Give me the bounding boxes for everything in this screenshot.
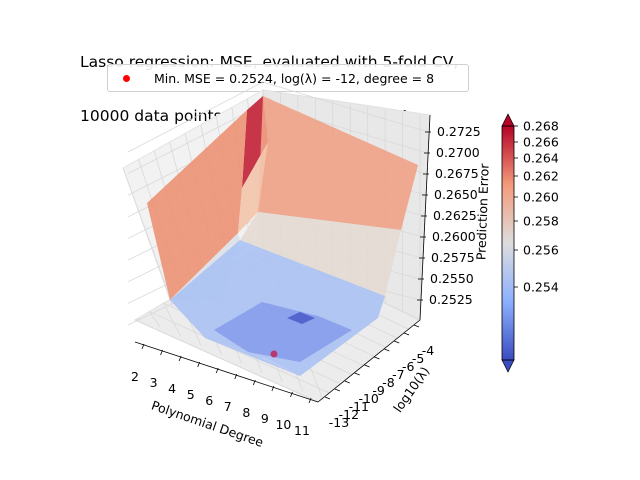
z-tick-label: 0.2600 <box>432 229 476 244</box>
y-tick-mark <box>384 348 390 352</box>
surface-right-salmon <box>258 96 418 230</box>
grid-line-floor-x <box>134 317 141 321</box>
colorbar-tick-label: 0.266 <box>523 135 559 150</box>
z-tick-label: 0.2675 <box>435 166 479 181</box>
y-tick-label: -13 <box>329 415 349 430</box>
colorbar-tick-label: 0.268 <box>523 119 559 134</box>
z-tick-label: 0.2550 <box>430 271 474 286</box>
colorbar-tick-label: 0.262 <box>523 169 559 184</box>
surface-floor-darkblue <box>214 302 352 362</box>
colorbar-tick-label: 0.256 <box>523 243 559 258</box>
y-tick-mark <box>324 396 331 400</box>
x-tick-mark <box>234 373 238 380</box>
x-tick-mark <box>252 379 256 386</box>
min-mse-point <box>270 350 278 358</box>
grid-line-z-right <box>262 81 429 133</box>
y-tick-label: -10 <box>358 391 378 406</box>
z-tick-label: 0.2725 <box>437 124 481 139</box>
y-tick-mark <box>413 324 420 328</box>
x-tick-mark <box>215 367 219 374</box>
y-tick-label: -9 <box>372 383 385 398</box>
colorbar-outline <box>501 125 515 361</box>
x-tick-label: 5 <box>187 387 195 402</box>
surface-mid-beige <box>238 142 268 233</box>
grid-line-z-back <box>127 81 264 153</box>
colorbar-body <box>502 126 514 360</box>
x-tick-label: 3 <box>150 375 158 390</box>
colorbar-tick-label: 0.264 <box>523 151 559 166</box>
x-tick-label: 7 <box>224 399 232 414</box>
x-tick-mark <box>141 343 145 350</box>
z-tick-label: 0.2525 <box>429 292 473 307</box>
z-tick-label: 0.2575 <box>431 250 475 265</box>
y-tick-mark <box>403 332 410 336</box>
legend-marker <box>123 75 130 82</box>
y-ticks: -13-12-11-10-9-8-7-6-5-4 <box>324 324 435 430</box>
surface-back-red-peak <box>242 96 268 188</box>
grid-line-z-back <box>127 103 264 174</box>
x-tick-label: 10 <box>275 417 291 432</box>
colorbar-bottom-extend <box>501 359 515 373</box>
z-tick-label: 0.2650 <box>434 187 478 202</box>
x-tick-mark <box>290 391 293 398</box>
grid-line-floor-x <box>163 302 182 337</box>
colorbar-tick-label: 0.254 <box>523 280 559 295</box>
x-axis-line <box>134 341 319 403</box>
x-tick-mark <box>308 397 312 404</box>
x-tick-mark <box>160 349 163 356</box>
y-axis-line <box>317 319 421 403</box>
z-tick-label: 0.2700 <box>436 145 480 160</box>
surface-right-light <box>240 212 401 296</box>
z-tick-label: 0.2625 <box>433 208 477 223</box>
y-tick-label: -11 <box>349 399 369 414</box>
y-tick-mark <box>354 372 360 376</box>
colorbar-tick-label: 0.258 <box>523 214 559 229</box>
y-tick-label: -8 <box>382 375 395 390</box>
y-tick-mark <box>364 364 370 368</box>
x-tick-label: 6 <box>205 393 213 408</box>
x-ticks: 2 3 4 5 6 7 8 9 10 11 <box>131 343 312 438</box>
x-tick-mark <box>271 385 275 392</box>
x-tick-mark <box>197 361 201 368</box>
legend: Min. MSE = 0.2524, log(λ) = -12, degree … <box>107 64 469 92</box>
grid-line-back <box>122 167 174 309</box>
surface-deep-spot <box>287 312 315 324</box>
z-ticks: 0.2525 0.2550 0.2575 0.2600 0.2625 0.2650 0.26… <box>417 124 481 307</box>
z-axis-line <box>419 114 431 321</box>
x-tick-label: 9 <box>261 411 269 426</box>
y-tick-mark <box>344 380 350 384</box>
y-tick-mark <box>374 356 380 360</box>
z-axis-label: Prediction Error <box>473 162 491 260</box>
y-tick-mark <box>334 388 341 392</box>
colorbar-top-extend <box>501 113 515 127</box>
x-tick-label: 8 <box>242 405 250 420</box>
legend-label: Min. MSE = 0.2524, log(λ) = -12, degree … <box>154 71 435 86</box>
y-tick-mark <box>394 340 400 344</box>
x-tick-label: 11 <box>294 423 310 438</box>
y-tick-label: -12 <box>339 407 359 422</box>
y-tick-label: -4 <box>422 343 435 358</box>
surface-left-salmon <box>147 110 247 300</box>
y-tick-label: -6 <box>402 359 415 374</box>
colorbar-tick-label: 0.260 <box>523 190 559 205</box>
y-tick-label: -5 <box>412 351 424 366</box>
grid-line-floor-y <box>149 311 330 394</box>
grid-line-floor-y <box>134 319 319 403</box>
x-tick-label: 2 <box>131 369 139 384</box>
x-tick-mark <box>178 355 182 362</box>
x-tick-label: 4 <box>168 381 176 396</box>
y-tick-label: -7 <box>392 367 404 382</box>
